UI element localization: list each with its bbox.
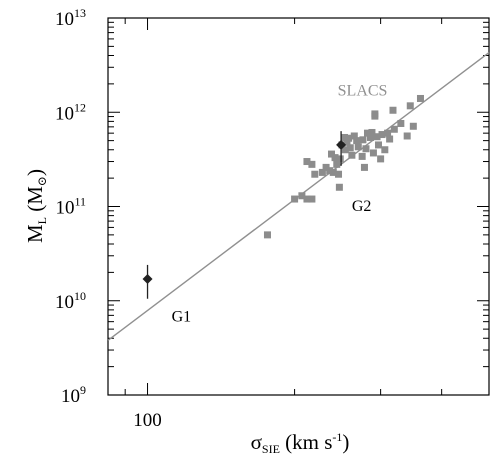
axis-ticks (108, 17, 489, 396)
data-point-square (291, 195, 299, 203)
data-point-square (263, 231, 271, 239)
data-point-square (329, 168, 337, 176)
data-point-square (389, 106, 397, 114)
annotation-label: G2 (352, 198, 372, 215)
data-point-square (409, 122, 417, 130)
y-tick-label: 1011 (55, 195, 86, 219)
data-point-square (348, 151, 356, 159)
data-point-square (366, 133, 374, 141)
data-point-square (371, 110, 379, 118)
data-point-square (298, 192, 306, 200)
annotation-label: SLACS (338, 83, 388, 100)
data-point-square (377, 155, 385, 163)
data-point-square (368, 128, 376, 136)
x-axis-title: σSIE (km s-1) (251, 430, 350, 456)
data-point-square (362, 145, 370, 153)
data-point-square (311, 170, 319, 178)
data-point-square (303, 158, 311, 166)
data-point-square (378, 131, 386, 139)
data-point-square (326, 167, 334, 175)
y-tick-label: 1012 (55, 100, 86, 124)
data-point-square (384, 129, 392, 137)
x-tick-label: 100 (133, 410, 162, 431)
data-point-square (390, 125, 398, 133)
data-point-square (358, 152, 366, 160)
data-point-square (336, 155, 344, 163)
data-point-square (341, 146, 349, 154)
data-point-square (303, 195, 311, 203)
data-point-square (406, 102, 414, 110)
data-point-square (381, 146, 389, 154)
y-tick-label: 1010 (55, 289, 86, 313)
data-point-square (335, 170, 343, 178)
data-point-square (318, 168, 326, 176)
data-point-square (346, 144, 354, 152)
data-point-diamond (336, 139, 347, 150)
data-point-square (363, 129, 371, 137)
x-tick-labels: 100 (133, 410, 162, 431)
data-point-square (331, 154, 339, 162)
data-point-square (397, 119, 405, 127)
data-point-square (308, 195, 316, 203)
data-point-square (345, 134, 353, 142)
data-point-square (335, 183, 343, 191)
data-point-square (373, 133, 381, 141)
annotations: SLACS G2 G1 (172, 83, 388, 326)
data-point-square (369, 149, 377, 157)
data-point-square (343, 138, 351, 146)
data-point-square (322, 163, 330, 171)
data-point-square (360, 163, 368, 171)
y-axis-title: ML (M⊙) (23, 169, 49, 243)
data-point-square (386, 135, 394, 143)
y-tick-label: 109 (61, 383, 86, 407)
data-point-diamond (142, 274, 153, 285)
data-point-square (416, 94, 424, 102)
y-tick-label: 1013 (55, 6, 86, 30)
data-points (142, 94, 424, 299)
data-point-square (374, 141, 382, 149)
data-point-square (350, 132, 358, 140)
annotation-label: G1 (172, 309, 192, 326)
y-tick-labels: 109 1010 1011 1012 1013 (55, 6, 86, 407)
data-point-square (333, 160, 341, 168)
data-point-square (354, 143, 362, 151)
plot-frame (107, 17, 490, 396)
data-point-square (340, 133, 348, 141)
data-point-square (328, 150, 336, 158)
data-point-square (353, 137, 361, 145)
data-point-square (359, 136, 367, 144)
data-point-square (308, 160, 316, 168)
data-point-square (403, 132, 411, 140)
